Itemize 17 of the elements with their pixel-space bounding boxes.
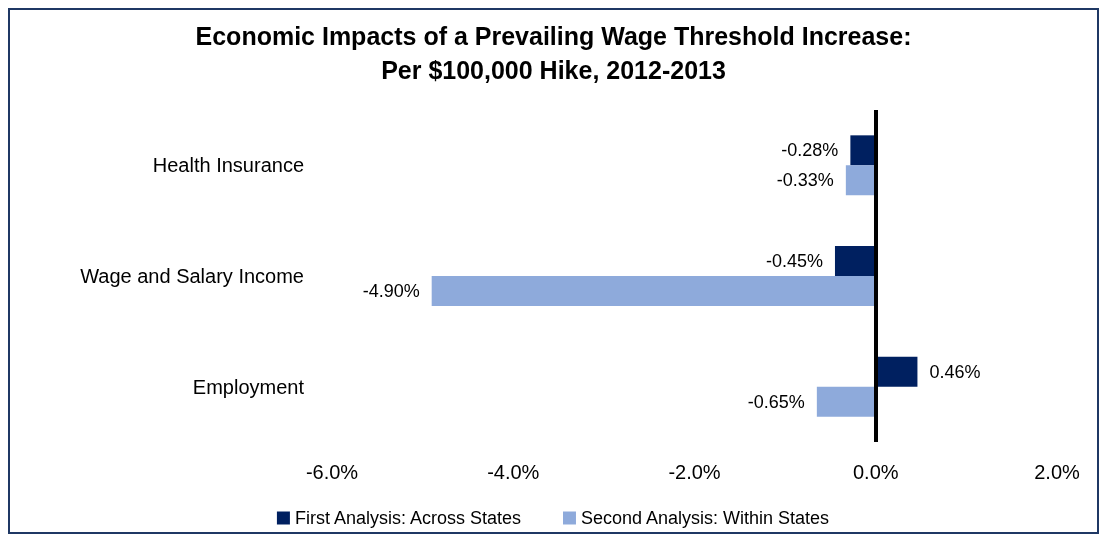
data-label: -0.45%: [765, 251, 823, 271]
x-tick-label: -6.0%: [305, 461, 359, 483]
chart-title: Economic Impacts of a Prevailing Wage Threshold Increase: Per $100,000 Hike, 2012-2013: [195, 22, 912, 84]
legend-label: First Analysis: Across States: [294, 508, 521, 528]
legend-label: Second Analysis: Within States: [580, 508, 830, 528]
data-label: -0.28%: [781, 140, 839, 161]
data-label: 0.46%: [929, 361, 981, 382]
x-tick-label: 0.0%: [852, 461, 899, 483]
x-tick-label: -2.0%: [668, 461, 721, 483]
data-label: -0.33%: [776, 170, 834, 191]
y-tick-label: Employment: [192, 375, 305, 398]
x-tick-label: 2.0%: [1034, 461, 1081, 483]
y-tick-label: Health Insurance: [152, 154, 304, 177]
data-label: -0.65%: [747, 391, 805, 412]
data-label: -4.90%: [362, 281, 420, 301]
x-tick-label: -4.0%: [487, 461, 540, 483]
y-tick-label: Wage and Salary Income: [80, 265, 304, 287]
